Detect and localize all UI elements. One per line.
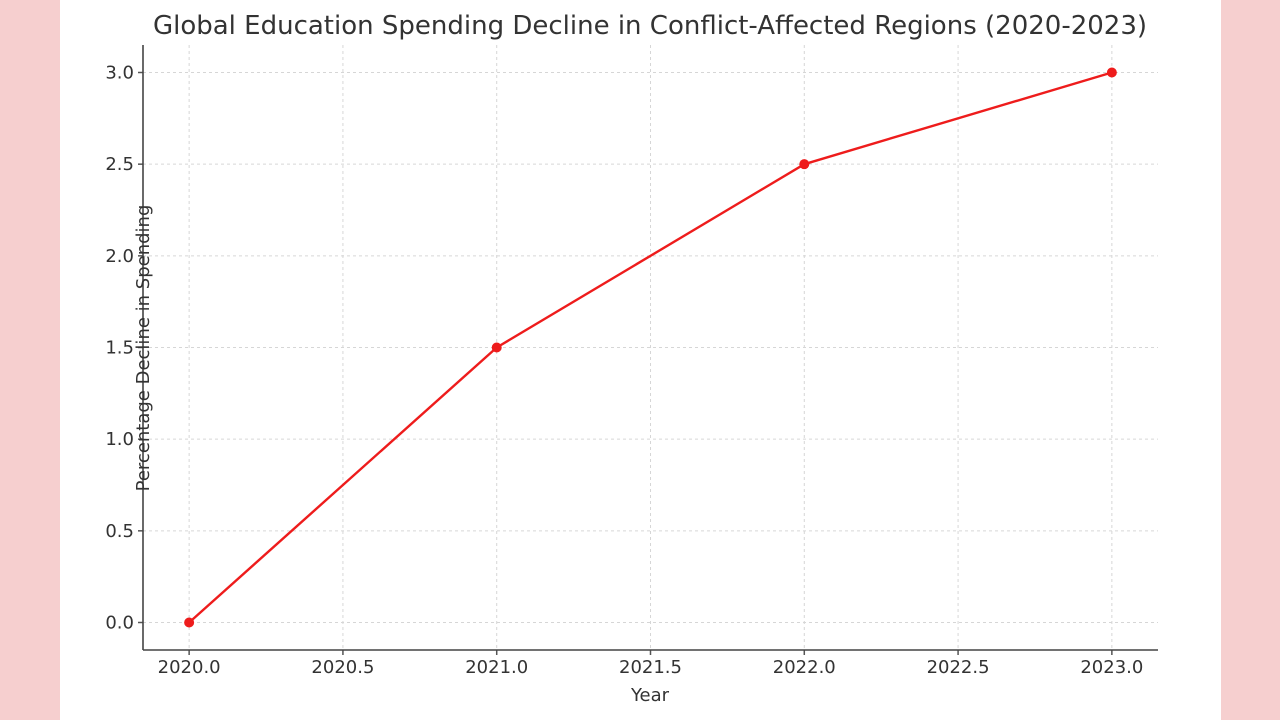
data-point: [1106, 67, 1117, 78]
x-tick-label: 2020.5: [311, 657, 374, 678]
y-axis-label: Percentage Decline in Spending: [133, 205, 154, 492]
x-tick-label: 2022.0: [773, 657, 836, 678]
data-point: [491, 342, 502, 353]
x-tick-label: 2022.5: [927, 657, 990, 678]
tick-labels: 2020.0 2020.5 2021.0 2021.5 2022.0 2022.5 2023…: [105, 63, 1143, 679]
chart-title: Global Education Spending Decline in Con…: [153, 11, 1147, 41]
x-axis-label: Year: [630, 685, 670, 706]
y-tick-label: 2.5: [105, 154, 134, 175]
y-tick-label: 0.5: [105, 521, 134, 542]
series-line: [188, 71, 1113, 624]
grid: [143, 45, 1158, 650]
x-tick-label: 2021.5: [619, 657, 682, 678]
chart-figure: Global Education Spending Decline in Con…: [60, 0, 1221, 720]
data-point: [184, 617, 195, 628]
x-tick-label: 2021.0: [465, 657, 528, 678]
x-tick-label: 2020.0: [158, 657, 221, 678]
x-tick-label: 2023.0: [1080, 657, 1143, 678]
data-point: [799, 159, 810, 170]
y-tick-label: 1.5: [105, 338, 134, 359]
line-chart: Global Education Spending Decline in Con…: [105, 11, 1158, 706]
y-tick-label: 0.0: [105, 613, 134, 634]
axes: [138, 45, 1158, 655]
series: [184, 67, 1117, 628]
y-tick-label: 3.0: [105, 63, 134, 84]
y-tick-label: 2.0: [105, 246, 134, 267]
y-tick-label: 1.0: [105, 429, 134, 450]
